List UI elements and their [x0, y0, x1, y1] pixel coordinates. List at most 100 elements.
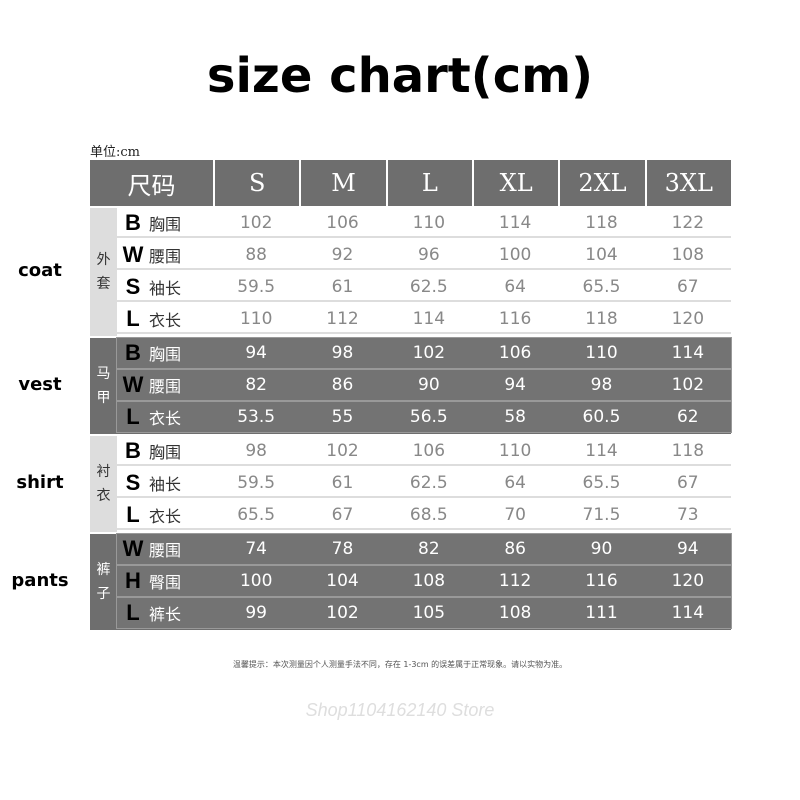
- size-value: 102: [412, 343, 446, 363]
- group-label: 裤子: [90, 534, 117, 630]
- size-value: 94: [245, 343, 267, 363]
- measure-letter: W: [122, 242, 144, 267]
- table-row: L 衣长 110 112 114 116 118 120: [117, 304, 731, 334]
- size-value: 98: [590, 375, 613, 395]
- footnote: 温馨提示：本次测量因个人测量手法不同，存在 1-3cm 的误差属于正常现象。请以…: [232, 660, 568, 669]
- size-value: 120: [671, 571, 705, 591]
- group-coat: 外套 B 胸围 102 106 110 114 118 122 W 腰围 88 92 96 100 104 10…: [90, 208, 731, 336]
- measure-letter: B: [125, 438, 141, 463]
- row-label: B 胸围: [117, 438, 213, 464]
- side-label-shirt: shirt: [16, 472, 64, 493]
- size-value: 114: [671, 603, 705, 623]
- size-value: 62.5: [409, 277, 448, 297]
- measure-name: 衣长: [149, 507, 182, 526]
- size-value: 60.5: [582, 407, 621, 427]
- size-value: 86: [331, 375, 354, 395]
- size-value: 62.5: [409, 473, 448, 493]
- header-cell: M: [301, 160, 388, 206]
- row-label: H 臀围: [117, 568, 213, 594]
- table-row: B 胸围 102 106 110 114 118 122: [117, 208, 731, 238]
- row-label: L 衣长: [117, 502, 213, 528]
- size-value: 90: [590, 539, 613, 559]
- measure-name: 胸围: [149, 443, 182, 462]
- header-cell: 3XL: [664, 169, 713, 197]
- row-label: L 裤长: [117, 600, 213, 626]
- size-value: 106: [498, 343, 532, 363]
- measure-letter: W: [122, 372, 144, 397]
- table-header: 尺码 S M L XL 2XL 3XL: [90, 160, 731, 206]
- size-value: 116: [498, 309, 532, 329]
- size-value: 94: [504, 375, 526, 395]
- size-value: 61: [331, 277, 354, 297]
- size-value: 110: [585, 343, 618, 363]
- measure-name: 胸围: [149, 345, 182, 364]
- group-shirt: 衬衣 B 胸围 98 102 106 110 114 118 S 袖长 59.5 61 62.5 64 65.…: [90, 436, 731, 532]
- size-value: 90: [418, 375, 440, 395]
- table-row: H 臀围 100 104 108 112 116 120: [116, 565, 732, 597]
- size-value: 106: [412, 441, 446, 461]
- size-value: 104: [326, 571, 359, 591]
- measure-name: 腰围: [149, 541, 182, 560]
- size-value: 102: [239, 213, 273, 233]
- size-value: 96: [418, 245, 440, 265]
- table-row: L 衣长 65.5 67 68.5 70 71.5 73: [117, 500, 731, 530]
- size-value: 82: [418, 539, 440, 559]
- measure-letter: S: [125, 470, 141, 495]
- table-row: B 胸围 94 98 102 106 110 114: [116, 337, 732, 369]
- measure-name: 裤长: [149, 605, 182, 624]
- measure-letter: L: [126, 306, 140, 331]
- measure-name: 袖长: [149, 475, 182, 494]
- size-value: 114: [671, 343, 705, 363]
- size-value: 59.5: [237, 473, 276, 493]
- measure-letter: S: [125, 274, 141, 299]
- size-value: 67: [676, 277, 699, 297]
- size-value: 118: [671, 441, 705, 461]
- row-label: W 腰围: [117, 242, 213, 268]
- size-value: 65.5: [582, 473, 621, 493]
- size-value: 62: [676, 407, 699, 427]
- row-label: W 腰围: [117, 536, 213, 562]
- size-value: 59.5: [237, 277, 276, 297]
- measure-name: 胸围: [149, 215, 182, 234]
- size-value: 100: [498, 245, 532, 265]
- size-value: 65.5: [582, 277, 621, 297]
- group-label: 马甲: [90, 338, 117, 434]
- measure-letter: L: [126, 502, 140, 527]
- size-value: 86: [504, 539, 526, 559]
- table-row: W 腰围 88 92 96 100 104 108: [117, 240, 731, 270]
- measure-letter: H: [125, 568, 141, 593]
- size-value: 112: [498, 571, 532, 591]
- row-label: S 袖长: [117, 274, 213, 300]
- measure-letter: W: [122, 536, 144, 561]
- watermark: Shop1104162140 Store: [305, 700, 495, 720]
- size-value: 102: [326, 441, 359, 461]
- row-label: W 腰围: [117, 372, 213, 398]
- measure-letter: L: [126, 600, 140, 625]
- group-label-text: 衬衣: [96, 464, 111, 504]
- measure-name: 腰围: [149, 377, 182, 396]
- row-label: L 衣长: [117, 404, 213, 430]
- group-label-text: 马甲: [96, 366, 111, 406]
- table-row: W 腰围 74 78 82 86 90 94: [116, 533, 732, 565]
- size-value: 98: [331, 343, 354, 363]
- page-title: size chart(cm): [206, 48, 594, 104]
- table-row: L 裤长 99 102 105 108 111 114: [116, 597, 732, 629]
- size-value: 108: [498, 603, 532, 623]
- size-value: 99: [245, 603, 267, 623]
- group-vest: 马甲 B 胸围 94 98 102 106 110 114 W 腰围 82 86 90 94 98 102 L 衣长…: [90, 337, 732, 434]
- group-label: 外套: [90, 208, 117, 336]
- size-value: 55: [331, 407, 354, 427]
- size-value: 67: [676, 473, 699, 493]
- header-cell: L: [388, 160, 474, 206]
- unit-label: 单位:cm: [90, 145, 140, 160]
- measure-name: 衣长: [149, 409, 182, 428]
- row-label: S 袖长: [117, 470, 213, 496]
- size-table: 尺码 S M L XL 2XL 3XL 外套 B 胸围 102 106 110 114 118 122 W 腰围…: [90, 160, 732, 630]
- header-cell: 2XL: [560, 160, 647, 206]
- measure-letter: L: [126, 404, 140, 429]
- size-value: 122: [671, 213, 705, 233]
- size-value: 100: [239, 571, 273, 591]
- measure-name: 袖长: [149, 279, 182, 298]
- size-value: 58: [504, 407, 526, 427]
- header-cell: S: [215, 160, 302, 206]
